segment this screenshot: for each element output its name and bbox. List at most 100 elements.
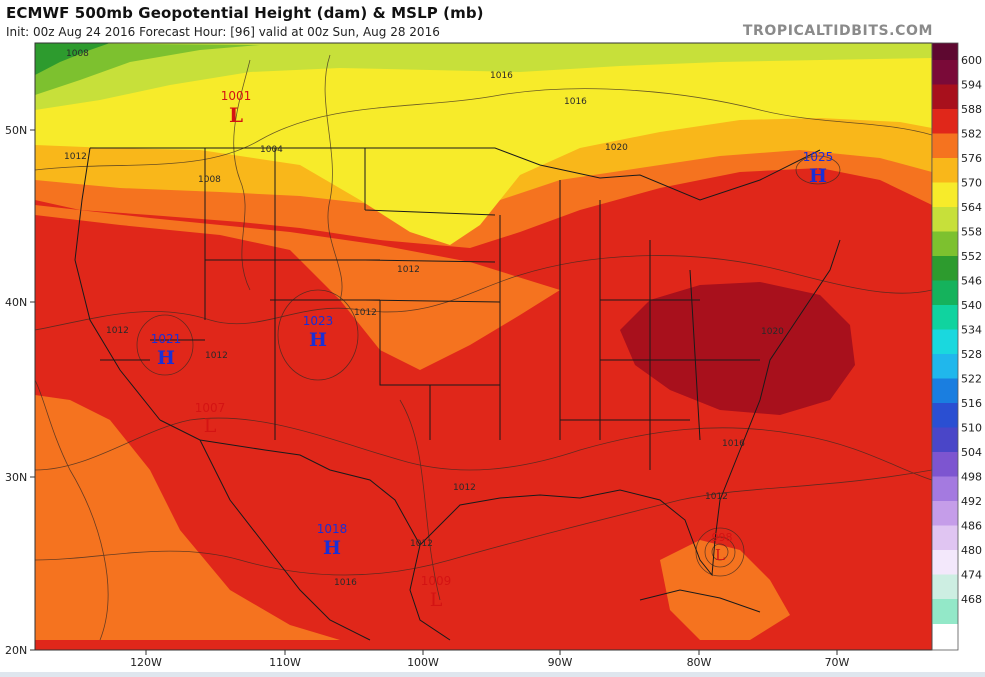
colorbar-label: 474 xyxy=(961,569,982,582)
lon-label: 90W xyxy=(548,656,573,669)
colorbar-swatch xyxy=(932,329,958,355)
pressure-value: 1018 xyxy=(317,522,348,536)
isobar-labels: 1008 1016 1016 1012 1008 1004 1020 1012 … xyxy=(64,49,784,588)
lat-label: 40N xyxy=(5,296,27,309)
colorbar-label: 546 xyxy=(961,275,982,288)
colorbar-swatch xyxy=(932,109,958,134)
pressure-center: 1001 L xyxy=(221,89,252,127)
pressure-value: 1023 xyxy=(303,314,334,328)
pressure-center: 1023 H xyxy=(303,314,334,351)
latitude-axis: 50N 40N 30N 20N xyxy=(5,124,35,657)
colorbar-swatch xyxy=(932,133,958,159)
colorbar-label: 582 xyxy=(961,128,982,141)
brand-watermark: TROPICALTIDBITS.COM xyxy=(742,23,933,39)
high-marker: H xyxy=(809,165,827,187)
pressure-center: 998 L xyxy=(712,531,733,564)
band-558 xyxy=(35,43,260,95)
state-lines xyxy=(100,148,760,470)
colorbar-label: 480 xyxy=(961,544,982,557)
isobar xyxy=(136,314,194,376)
lat-label: 50N xyxy=(5,124,27,137)
map-subtitle: Init: 00z Aug 24 2016 Forecast Hour: [96… xyxy=(6,25,440,39)
mexico-coast xyxy=(199,439,451,641)
footer-bar xyxy=(0,672,985,677)
political-borders xyxy=(74,147,841,641)
high-marker: H xyxy=(309,329,327,351)
colorbar-swatch xyxy=(932,354,958,379)
band-582-sw xyxy=(35,395,340,640)
isobar-label: 1016 xyxy=(334,578,357,588)
pressure-value: 1021 xyxy=(151,332,182,346)
colorbar-label: 552 xyxy=(961,250,982,263)
colorbar-swatch xyxy=(932,599,958,624)
isobars xyxy=(35,54,932,641)
pressure-value: 1001 xyxy=(221,89,252,103)
isobar xyxy=(35,255,932,331)
us-mexico-border xyxy=(159,419,421,546)
colorbar-label: 558 xyxy=(961,226,982,239)
colorbar-label: 576 xyxy=(961,152,982,165)
colorbar-swatch xyxy=(932,60,958,85)
map-title: ECMWF 500mb Geopotential Height (dam) & … xyxy=(6,4,484,22)
height-field: 1001 L 1025 H 1021 H 1023 H 1018 H 1009 … xyxy=(35,43,932,650)
isobar-label: 1016 xyxy=(564,97,587,107)
lon-label: 80W xyxy=(687,656,712,669)
isobar-label: 1012 xyxy=(453,483,476,493)
low-marker: L xyxy=(430,589,443,611)
pressure-center: 1025 H xyxy=(803,150,834,187)
lon-ticks xyxy=(145,650,838,655)
colorbar-swatch xyxy=(932,280,958,306)
colorbar-label: 564 xyxy=(961,201,982,214)
colorbar-swatch xyxy=(932,84,958,110)
low-marker: L xyxy=(229,103,243,127)
isobar xyxy=(35,379,109,641)
colorbar-label: 510 xyxy=(961,422,982,435)
colorbar-swatch xyxy=(932,574,958,600)
isobar xyxy=(704,536,736,568)
colorbar-label: 600 xyxy=(961,54,982,67)
lat-label: 20N xyxy=(5,644,27,657)
isobar-label: 1012 xyxy=(106,326,129,336)
colorbar-swatch xyxy=(932,550,958,575)
colorbar-swatch xyxy=(932,231,958,257)
isobar-label: 1020 xyxy=(761,327,784,337)
colorbar-swatch xyxy=(932,256,958,281)
isobar xyxy=(277,289,359,381)
band-594 xyxy=(620,282,855,415)
colorbar-label: 570 xyxy=(961,177,982,190)
isobar-label: 1012 xyxy=(205,351,228,361)
colorbar-swatch xyxy=(932,305,958,330)
isobar-label: 1012 xyxy=(64,152,87,162)
isobar xyxy=(35,88,932,171)
isobar-label: 1004 xyxy=(260,145,283,155)
lat-label: 30N xyxy=(5,471,27,484)
colorbar-label: 468 xyxy=(961,593,982,606)
colorbar: 600 594 588 582 576 570 564 558 552 546 540 534 528 5… xyxy=(931,42,982,651)
colorbar-label: 540 xyxy=(961,299,982,312)
pressure-centers: 1001 L 1025 H 1021 H 1023 H 1018 H 1009 … xyxy=(151,89,834,611)
isobar xyxy=(324,54,343,301)
colorbar-label: 588 xyxy=(961,103,982,116)
isobar xyxy=(35,469,932,576)
colorbar-swatch xyxy=(932,207,958,232)
pressure-center: 1021 H xyxy=(151,332,182,369)
colorbar-label: 516 xyxy=(961,397,982,410)
band-582-west xyxy=(35,205,560,370)
isobar-label: 1008 xyxy=(66,49,89,59)
pressure-center: 1009 L xyxy=(421,574,452,611)
pressure-center: 1007 L xyxy=(195,401,226,437)
isobar-label: 1012 xyxy=(397,265,420,275)
pressure-value: 1025 xyxy=(803,150,834,164)
colorbar-swatch xyxy=(932,501,958,526)
band-570 xyxy=(35,43,932,245)
colorbar-label: 594 xyxy=(961,79,982,92)
isobar xyxy=(695,527,745,577)
gulf-coast xyxy=(419,239,841,577)
colorbar-swatch xyxy=(932,378,958,404)
isobar-label: 1020 xyxy=(605,143,628,153)
lon-label: 110W xyxy=(269,656,301,669)
lat-ticks xyxy=(30,129,35,651)
colorbar-swatch xyxy=(932,182,958,208)
colorbar-swatch xyxy=(932,158,958,183)
